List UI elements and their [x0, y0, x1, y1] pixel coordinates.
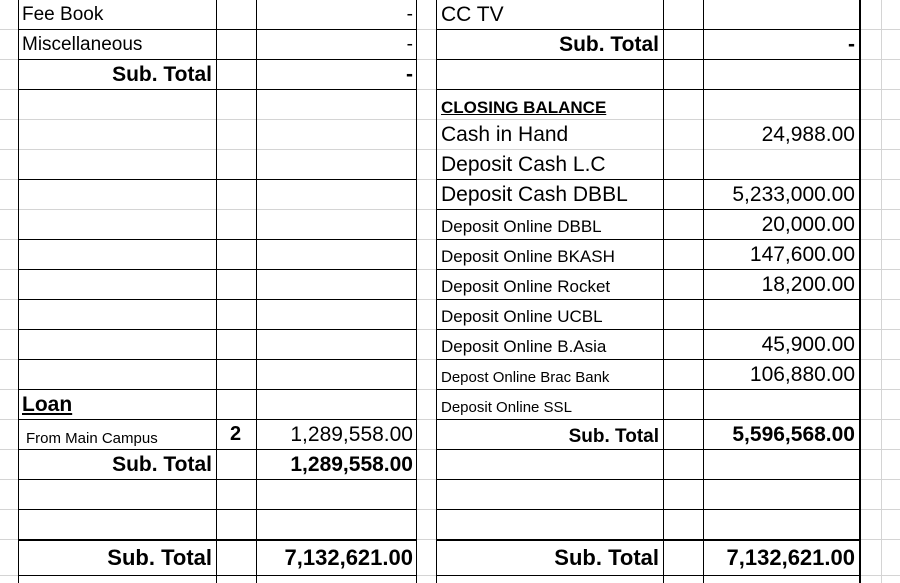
left-grand-total-label: Sub. Total — [107, 545, 212, 570]
right-grand-total-label: Sub. Total — [554, 545, 659, 570]
closing-item-amount: 24,988.00 — [761, 122, 855, 146]
closing-subtotal-label: Sub. Total — [568, 425, 659, 447]
closing-item-amount — [707, 149, 855, 179]
row-label-miscellaneous: Miscellaneous — [22, 33, 143, 55]
closing-item-amount: 5,233,000.00 — [732, 182, 855, 206]
loan-row-note: 2 — [230, 423, 242, 445]
closing-item-label: Deposit Online SSL — [441, 398, 572, 416]
closing-item-amount — [707, 299, 855, 329]
closing-item-label: Deposit Online DBBL — [441, 216, 602, 236]
subtotal-label-1: Sub. Total — [112, 62, 212, 86]
closing-item-label: Deposit Online B.Asia — [441, 336, 607, 356]
left-grand-total-amount: 7,132,621.00 — [284, 545, 413, 570]
closing-item-amount: 45,900.00 — [761, 332, 855, 356]
closing-item-amount: 147,600.00 — [749, 242, 855, 266]
closing-item-label: Deposit Online Rocket — [441, 276, 611, 296]
top-item-cc-tv: CC TV — [441, 3, 504, 26]
right-grand-total-amount: 7,132,621.00 — [726, 545, 855, 570]
closing-item-label: Cash in Hand — [441, 122, 569, 146]
loan-row-amount: 1,289,558.00 — [290, 422, 413, 446]
closing-item-amount: 106,880.00 — [749, 362, 855, 386]
row-amount-fee-book: - — [406, 4, 413, 25]
right-subtotal-top-label: Sub. Total — [559, 32, 659, 56]
closing-item-label: Depost Online Brac Bank — [441, 368, 610, 386]
row-amount-miscellaneous: - — [406, 33, 413, 55]
closing-item-amount: 18,200.00 — [761, 272, 855, 296]
loan-subtotal-amount: 1,289,558.00 — [290, 452, 413, 476]
loan-row-label: From Main Campus — [26, 429, 158, 447]
loan-subtotal-label: Sub. Total — [112, 452, 212, 476]
closing-item-amount — [707, 389, 855, 419]
closing-subtotal-amount: 5,596,568.00 — [732, 422, 855, 446]
closing-item-label: Deposit Online UCBL — [441, 306, 603, 326]
closing-item-amount: 20,000.00 — [761, 212, 855, 236]
closing-item-label: Deposit Cash L.C — [441, 152, 606, 176]
closing-balance-heading: CLOSING BALANCE — [441, 97, 607, 117]
closing-item-label: Deposit Online BKASH — [441, 246, 615, 266]
right-subtotal-top-amount: - — [848, 32, 855, 56]
closing-item-label: Deposit Cash DBBL — [441, 182, 628, 206]
subtotal-amount-1: - — [406, 62, 413, 86]
loan-heading: Loan — [22, 392, 73, 416]
row-label-fee-book: Fee Book — [22, 4, 104, 25]
